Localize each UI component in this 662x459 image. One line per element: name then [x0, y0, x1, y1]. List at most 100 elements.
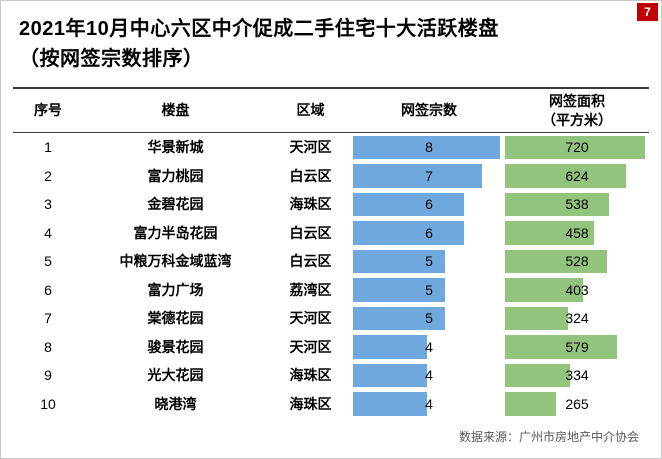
table-row: 6 富力广场 荔湾区 5 403 [13, 276, 649, 305]
area-bar-cell: 720 [505, 133, 649, 162]
area-bar [505, 249, 608, 273]
table-row: 2 富力桃园 白云区 7 624 [13, 162, 649, 191]
table-header-row: 序号 楼盘 区域 网签宗数 网签面积 （平方米） [13, 87, 649, 133]
count-bar-cell: 5 [353, 304, 505, 333]
district-name: 天河区 [289, 338, 332, 355]
table-row: 7 棠德花园 天河区 5 324 [13, 304, 649, 333]
area-bar [505, 392, 557, 416]
title-line-2: （按网签宗数排序） [19, 48, 204, 70]
property-name: 华景新城 [147, 139, 204, 156]
area-value: 579 [565, 338, 589, 355]
area-value: 403 [565, 281, 589, 298]
property-name: 富力半岛花园 [133, 224, 218, 241]
area-bar-cell: 458 [505, 219, 649, 248]
district-name: 海珠区 [289, 395, 332, 412]
property-name: 金碧花园 [147, 196, 204, 213]
area-bar [505, 363, 570, 387]
count-bar [353, 164, 483, 188]
count-bar [353, 249, 446, 273]
col-header-area-line-1: 网签面积 [549, 92, 605, 109]
table-body: 1 华景新城 天河区 8 720 2 富力桃园 白云区 7 624 3 金碧花园 海珠区 6 538 4 富力半… [13, 133, 649, 418]
row-number: 7 [44, 310, 52, 327]
row-number: 1 [44, 139, 52, 156]
row-number: 5 [44, 253, 52, 270]
area-bar [505, 192, 610, 216]
row-number: 4 [44, 224, 52, 241]
area-value: 624 [565, 167, 589, 184]
properties-table: 序号 楼盘 区域 网签宗数 网签面积 （平方米） 1 华景新城 天河区 8 720 2 富力… [13, 87, 649, 418]
area-value: 720 [565, 139, 589, 156]
col-header-area: 网签面积 （平方米） [505, 92, 649, 130]
table-row: 5 中粮万科金域蓝湾 白云区 5 528 [13, 247, 649, 276]
district-name: 白云区 [289, 167, 332, 184]
table-row: 9 光大花园 海珠区 4 334 [13, 361, 649, 390]
area-value: 528 [565, 253, 589, 270]
property-name: 富力桃园 [147, 167, 204, 184]
table-row: 3 金碧花园 海珠区 6 538 [13, 190, 649, 219]
district-name: 白云区 [289, 224, 332, 241]
count-bar [353, 306, 446, 330]
col-header-district: 区域 [296, 102, 325, 118]
area-value: 458 [565, 224, 589, 241]
property-name: 光大花园 [147, 367, 204, 384]
count-bar-cell: 4 [353, 390, 505, 419]
area-bar-cell: 579 [505, 333, 649, 362]
count-value: 5 [425, 310, 433, 327]
property-name: 棠德花园 [147, 310, 204, 327]
property-name: 富力广场 [147, 281, 204, 298]
count-bar-cell: 8 [353, 133, 505, 162]
count-bar [353, 278, 446, 302]
property-name: 中粮万科金域蓝湾 [119, 253, 232, 270]
row-number: 9 [44, 367, 52, 384]
count-bar [353, 221, 464, 245]
area-value: 265 [565, 395, 589, 412]
count-bar-cell: 5 [353, 276, 505, 305]
col-header-area-line-2: （平方米） [542, 111, 612, 128]
count-bar-cell: 4 [353, 333, 505, 362]
area-value: 324 [565, 310, 589, 327]
count-bar [353, 363, 427, 387]
col-header-property: 楼盘 [161, 102, 190, 118]
row-number: 10 [40, 395, 56, 412]
page-title: 2021年10月中心六区中介促成二手住宅十大活跃楼盘 （按网签宗数排序） [1, 1, 661, 74]
count-bar-cell: 6 [353, 219, 505, 248]
area-bar-cell: 538 [505, 190, 649, 219]
count-bar [353, 392, 427, 416]
area-bar [505, 278, 584, 302]
district-name: 荔湾区 [289, 281, 332, 298]
area-bar-cell: 265 [505, 390, 649, 419]
area-bar [505, 335, 618, 359]
area-value: 334 [565, 367, 589, 384]
district-name: 海珠区 [289, 367, 332, 384]
area-bar [505, 306, 568, 330]
area-bar-cell: 403 [505, 276, 649, 305]
table-row: 10 晓港湾 海珠区 4 265 [13, 390, 649, 419]
table-row: 4 富力半岛花园 白云区 6 458 [13, 219, 649, 248]
count-bar [353, 335, 427, 359]
count-value: 6 [425, 196, 433, 213]
row-number: 6 [44, 281, 52, 298]
count-bar-cell: 4 [353, 361, 505, 390]
area-bar [505, 135, 645, 159]
district-name: 海珠区 [289, 196, 332, 213]
row-number: 8 [44, 338, 52, 355]
count-bar [353, 135, 501, 159]
area-bar-cell: 334 [505, 361, 649, 390]
data-source-note: 数据来源：广州市房地产中介协会 [458, 430, 639, 444]
district-name: 白云区 [289, 253, 332, 270]
area-bar [505, 221, 594, 245]
count-bar-cell: 6 [353, 190, 505, 219]
count-value: 4 [425, 395, 433, 412]
area-value: 538 [565, 196, 589, 213]
count-bar-cell: 5 [353, 247, 505, 276]
col-header-number: 序号 [34, 102, 62, 118]
row-number: 3 [44, 196, 52, 213]
count-value: 8 [425, 139, 433, 156]
count-value: 4 [425, 338, 433, 355]
table-row: 1 华景新城 天河区 8 720 [13, 133, 649, 162]
property-name: 骏景花园 [147, 338, 204, 355]
count-value: 5 [425, 253, 433, 270]
district-name: 天河区 [289, 139, 332, 156]
count-bar [353, 192, 464, 216]
col-header-count: 网签宗数 [401, 102, 457, 118]
